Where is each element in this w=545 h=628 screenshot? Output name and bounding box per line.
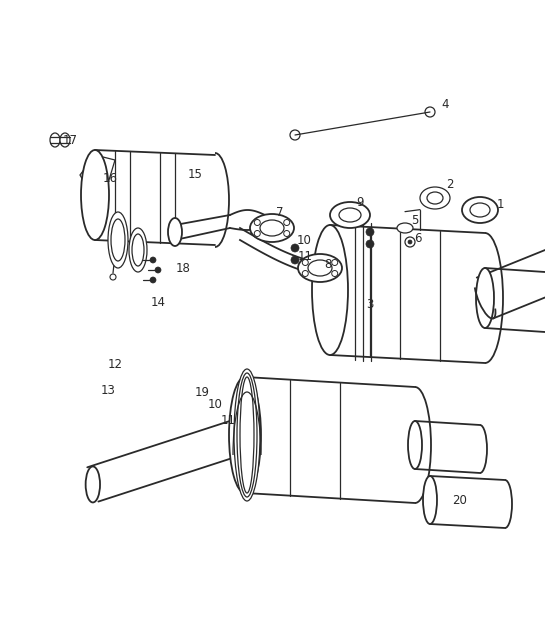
Ellipse shape (423, 476, 437, 524)
Text: 14: 14 (150, 296, 166, 310)
Ellipse shape (255, 230, 261, 237)
Text: 10: 10 (296, 234, 311, 247)
Polygon shape (330, 225, 485, 363)
Ellipse shape (470, 203, 490, 217)
Ellipse shape (291, 256, 299, 264)
Ellipse shape (132, 234, 144, 266)
Ellipse shape (234, 369, 260, 501)
Ellipse shape (250, 214, 294, 242)
Text: 18: 18 (175, 261, 190, 274)
Ellipse shape (284, 230, 290, 237)
Ellipse shape (111, 219, 125, 261)
Text: 15: 15 (187, 168, 202, 181)
Ellipse shape (308, 260, 332, 276)
Text: 17: 17 (63, 134, 77, 146)
Ellipse shape (332, 271, 338, 276)
Ellipse shape (255, 220, 261, 225)
Text: 10: 10 (208, 399, 222, 411)
Ellipse shape (427, 192, 443, 204)
Ellipse shape (150, 257, 156, 263)
Ellipse shape (284, 220, 290, 225)
Text: 3: 3 (366, 298, 374, 311)
Text: 13: 13 (101, 384, 116, 396)
Ellipse shape (229, 377, 261, 493)
Ellipse shape (302, 271, 308, 276)
Ellipse shape (302, 259, 308, 266)
Ellipse shape (425, 107, 435, 117)
Text: 4: 4 (441, 99, 449, 112)
Polygon shape (95, 150, 215, 245)
Ellipse shape (150, 277, 156, 283)
Polygon shape (485, 268, 545, 333)
Ellipse shape (108, 212, 128, 268)
Ellipse shape (60, 133, 70, 147)
Text: 12: 12 (107, 359, 123, 372)
Ellipse shape (408, 421, 422, 469)
Ellipse shape (110, 274, 116, 280)
Ellipse shape (129, 228, 147, 272)
Ellipse shape (312, 225, 348, 355)
Ellipse shape (260, 220, 284, 236)
Ellipse shape (81, 150, 109, 240)
Ellipse shape (339, 208, 361, 222)
Ellipse shape (110, 200, 116, 206)
Ellipse shape (155, 267, 161, 273)
Ellipse shape (366, 228, 374, 236)
Text: 19: 19 (195, 386, 209, 399)
Ellipse shape (330, 202, 370, 228)
Ellipse shape (237, 373, 257, 497)
Polygon shape (245, 377, 415, 503)
Text: 16: 16 (102, 171, 118, 185)
Ellipse shape (397, 223, 413, 233)
Text: 5: 5 (411, 214, 419, 227)
Polygon shape (87, 418, 251, 502)
Text: 11: 11 (221, 413, 235, 426)
Ellipse shape (168, 218, 182, 246)
Ellipse shape (366, 240, 374, 248)
Polygon shape (477, 247, 545, 318)
Ellipse shape (476, 268, 494, 328)
Ellipse shape (405, 237, 415, 247)
Text: 11: 11 (298, 251, 312, 264)
Ellipse shape (408, 240, 412, 244)
Text: 6: 6 (414, 232, 422, 244)
Text: 20: 20 (452, 494, 468, 507)
Ellipse shape (462, 197, 498, 223)
Ellipse shape (332, 259, 338, 266)
Text: 8: 8 (324, 259, 332, 271)
Ellipse shape (420, 187, 450, 209)
Text: 9: 9 (356, 195, 364, 208)
Text: 1: 1 (496, 198, 504, 212)
Ellipse shape (86, 467, 100, 502)
Polygon shape (80, 155, 115, 210)
Ellipse shape (50, 133, 60, 147)
Ellipse shape (290, 130, 300, 140)
Ellipse shape (298, 254, 342, 282)
Ellipse shape (240, 377, 254, 493)
Ellipse shape (291, 244, 299, 252)
Text: 2: 2 (446, 178, 454, 192)
Text: 7: 7 (276, 207, 284, 220)
